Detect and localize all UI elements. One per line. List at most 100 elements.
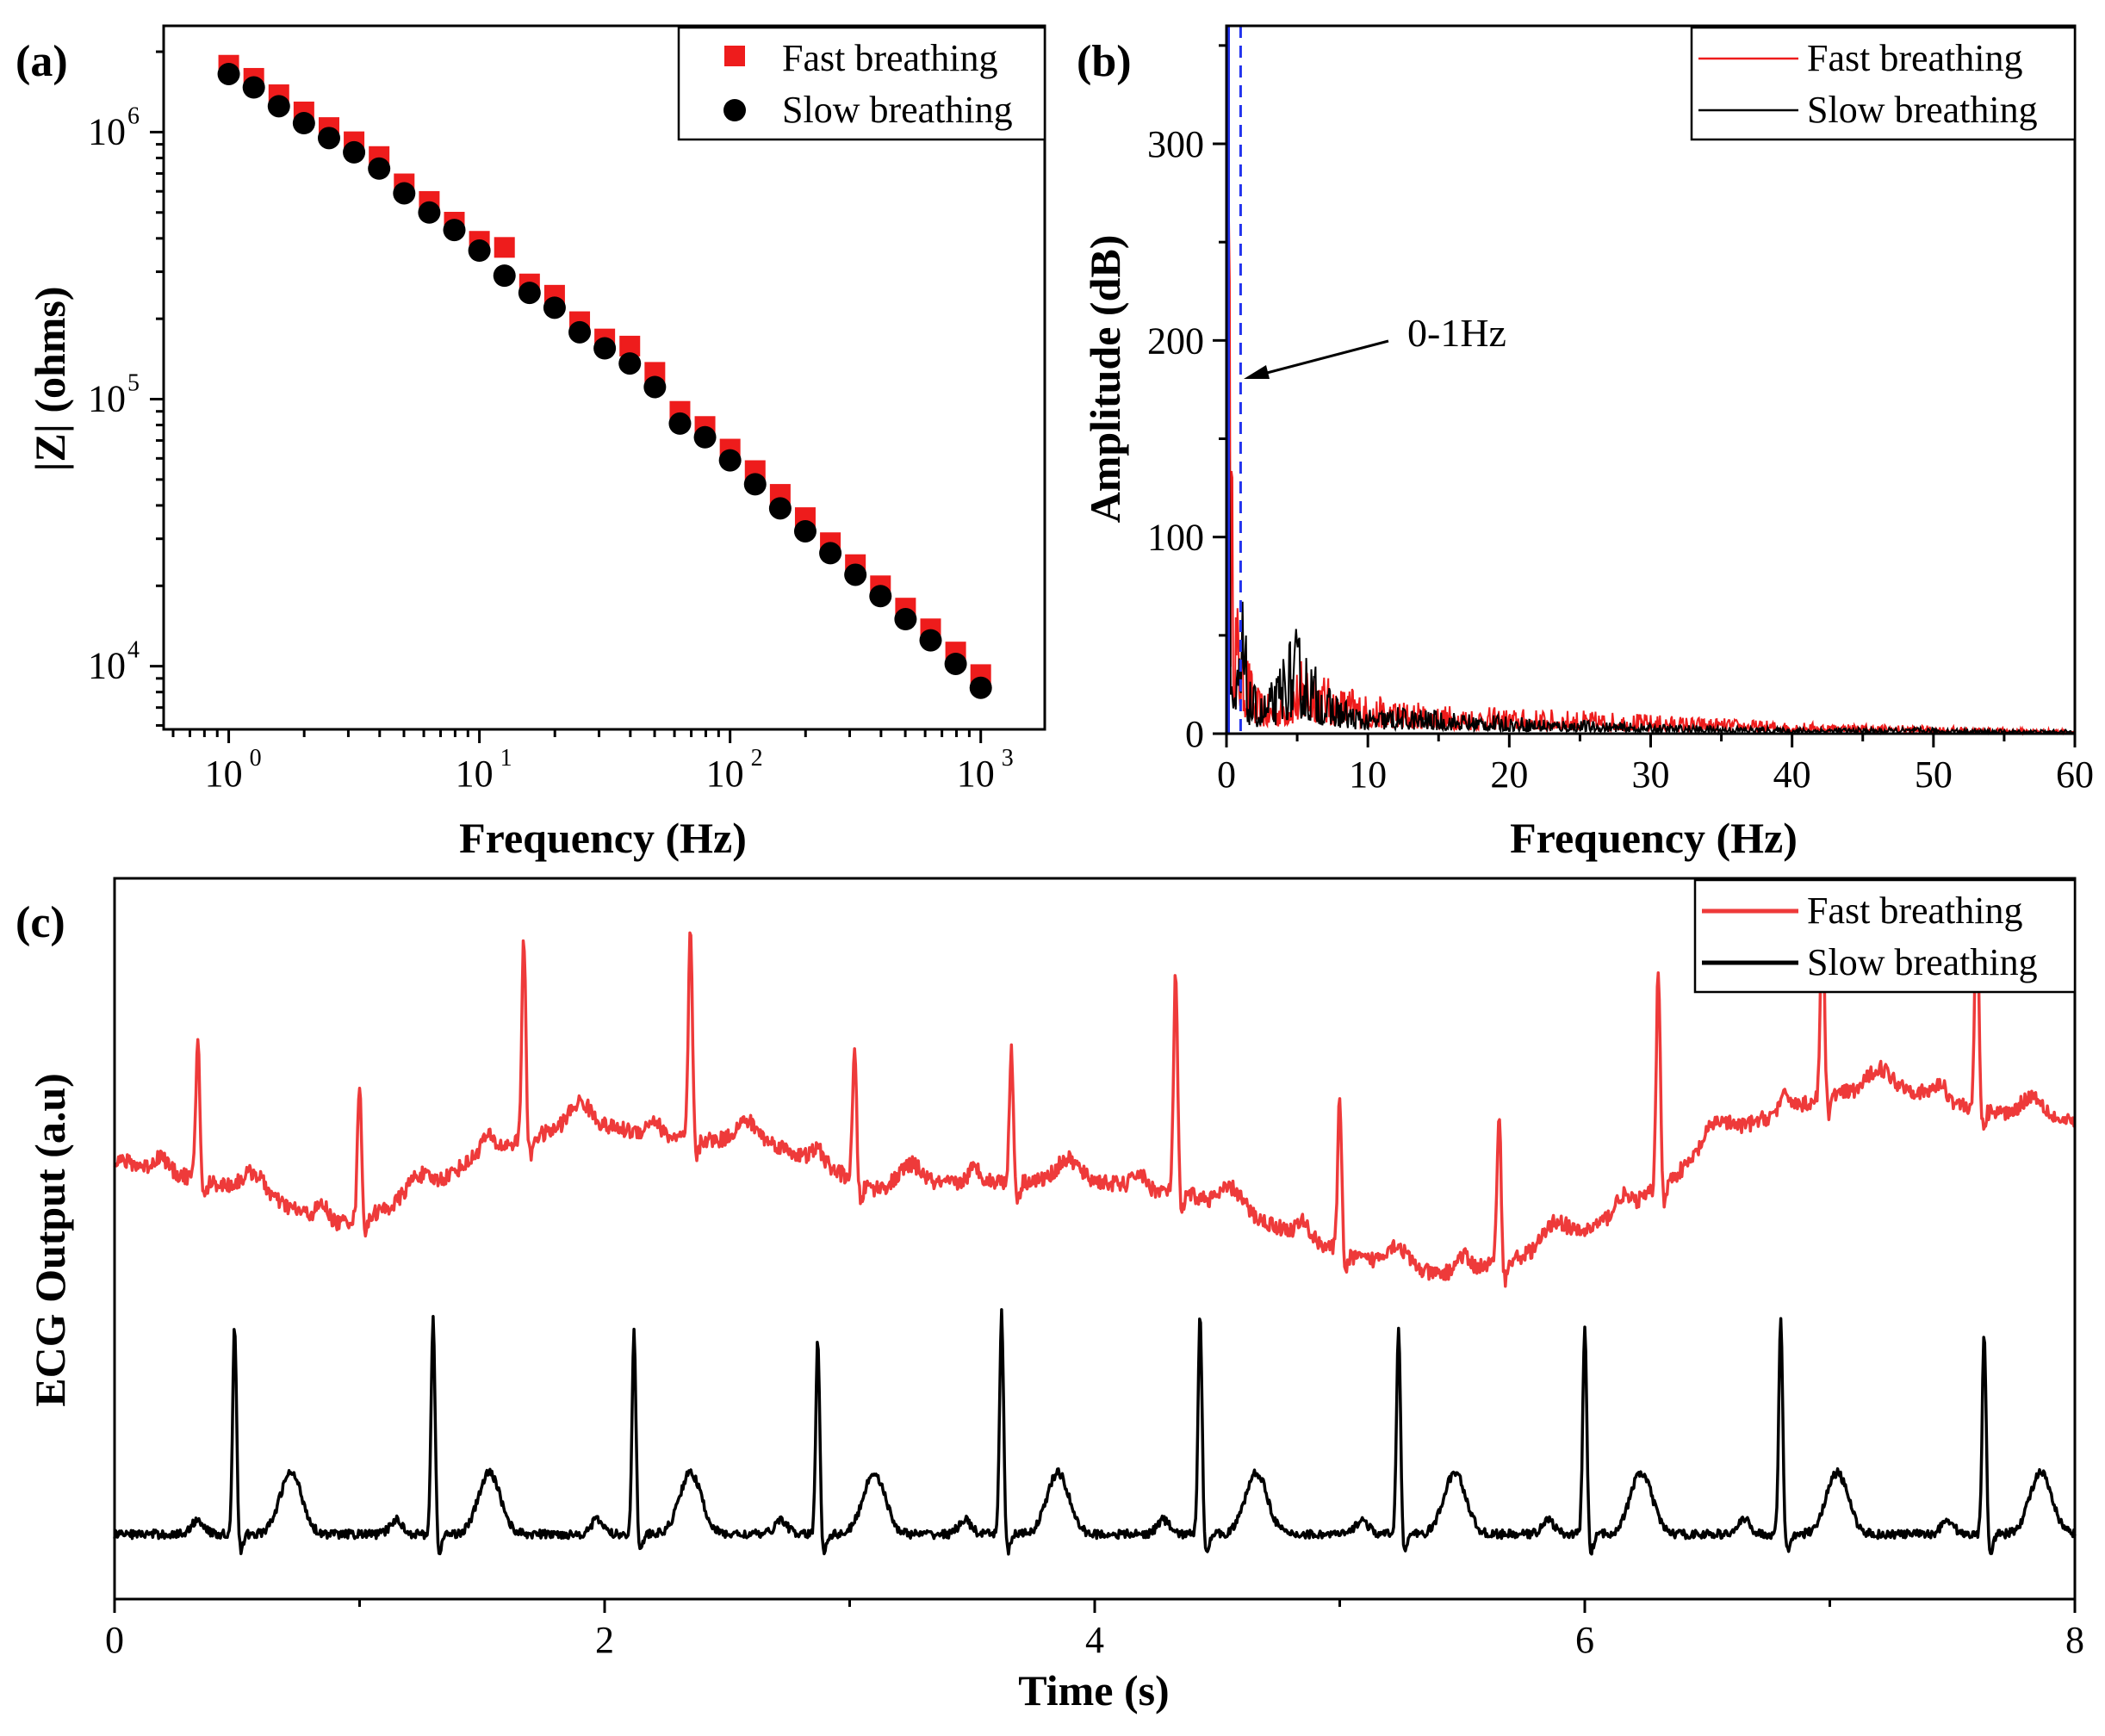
panel-c-legend-box — [1693, 878, 2077, 994]
impedance-point-slow — [743, 473, 767, 496]
panel-b-x-tick-label: 40 — [1773, 753, 1811, 796]
impedance-point-slow — [969, 676, 992, 699]
panel-b-annotation-label: 0-1Hz — [1407, 311, 1506, 355]
panel-b-x-tick-label: 0 — [1217, 753, 1236, 796]
panel-a-y-tick-exponent: 5 — [127, 370, 140, 397]
impedance-point-slow — [568, 320, 592, 344]
panel-a-legend-slow-label: Slow breathing — [782, 89, 1013, 131]
impedance-point-slow — [443, 219, 466, 242]
panel-b-y-tick-label: 0 — [1185, 713, 1204, 755]
panel-c-x-tick-label: 2 — [595, 1619, 614, 1661]
impedance-point-slow — [217, 62, 240, 85]
impedance-point-slow — [668, 412, 692, 435]
panel-a-legend: Fast breathing Slow breathing — [677, 26, 1046, 141]
panel-a-x-tick-exponent: 1 — [500, 745, 512, 772]
panel-a-y-tick-label: 10 — [88, 378, 126, 420]
impedance-point-slow — [292, 112, 315, 135]
panel-c-x-tick-label: 8 — [2065, 1619, 2084, 1661]
panel-b-x-tick-label: 50 — [1915, 753, 1953, 796]
panel-c-lines — [113, 896, 2077, 1556]
panel-a-y-tick-label: 10 — [88, 110, 126, 152]
panel-b-y-tick-label: 200 — [1147, 319, 1204, 362]
panel-a-x-tick-label: 10 — [706, 753, 744, 795]
panel-b-ylabel: Amplitude (dB) — [1081, 235, 1129, 524]
panel-a-y-tick-exponent: 4 — [127, 637, 140, 664]
panel-b-legend-slow-label: Slow breathing — [1807, 89, 2038, 131]
impedance-point-slow — [242, 76, 265, 99]
impedance-point-slow — [468, 239, 491, 263]
impedance-point-slow — [643, 375, 667, 399]
impedance-point-slow — [894, 608, 917, 631]
impedance-point-slow — [343, 140, 366, 164]
impedance-point-slow — [944, 652, 967, 675]
panel-b-annotation-arrow — [1250, 339, 1389, 379]
spectrum-line-fast — [1226, 25, 2075, 736]
panel-c-legend-fast-label: Fast breathing — [1807, 890, 2023, 932]
impedance-point-slow — [418, 201, 441, 224]
panel-b-ticks: 0 10 20 30 40 50 60 0 100 200 300 — [1147, 44, 2094, 796]
panel-b-label: (b) — [1077, 37, 1132, 86]
ecg-trace-fast — [113, 896, 2077, 1288]
impedance-point-slow — [493, 264, 516, 288]
panel-a-xlabel: Frequency (Hz) — [459, 814, 747, 862]
panel-b-x-tick-label: 10 — [1349, 753, 1387, 796]
panel-c-x-tick-label: 4 — [1085, 1619, 1104, 1661]
panel-a-ylabel: |Z| (ohms) — [26, 286, 74, 471]
ecg-trace-slow — [113, 1308, 2077, 1556]
impedance-point-slow — [368, 157, 391, 180]
panel-c-x-tick-label: 0 — [105, 1619, 124, 1661]
impedance-point-slow — [267, 95, 290, 118]
impedance-point-slow — [844, 563, 867, 586]
panel-c-legend-slow-label: Slow breathing — [1807, 941, 2038, 983]
impedance-point-slow — [819, 542, 842, 565]
panel-b-legend-box — [1690, 26, 2077, 141]
impedance-point-slow — [693, 425, 717, 449]
impedance-point-slow — [919, 629, 942, 652]
panel-a-y-tick-label: 10 — [88, 645, 126, 687]
panel-a-x-tick-exponent: 0 — [250, 745, 262, 772]
panel-c-ticks: 0 2 4 6 8 — [105, 1599, 2084, 1661]
panel-c: (c) 0 2 4 6 8 Time (s) ECG Output (a.u) Fast… — [16, 877, 2084, 1714]
panel-a-x-tick-label: 10 — [205, 753, 243, 795]
panel-b-x-tick-label: 30 — [1632, 753, 1670, 796]
impedance-point-slow — [518, 282, 541, 305]
impedance-point-slow — [869, 585, 892, 608]
panel-b-legend: Fast breathing Slow breathing — [1690, 26, 2077, 141]
panel-a-x-tick-label: 10 — [957, 753, 995, 795]
impedance-point-slow — [793, 519, 817, 542]
panel-b-x-tick-label: 60 — [2056, 753, 2094, 796]
panel-a-y-tick-exponent: 6 — [127, 102, 140, 129]
panel-a-legend-fast-marker — [724, 46, 745, 66]
panel-b-legend-fast-label: Fast breathing — [1807, 37, 2023, 79]
panel-b-annotation-arrowhead — [1244, 365, 1270, 379]
panel-c-xlabel: Time (s) — [1018, 1666, 1169, 1714]
panel-c-legend: Fast breathing Slow breathing — [1693, 878, 2077, 994]
panel-b: (b) 0 10 20 30 40 50 60 0 100 200 300 0-1Hz Freque… — [1077, 24, 2094, 862]
impedance-point-slow — [543, 296, 566, 319]
panel-c-label: (c) — [16, 898, 65, 947]
panel-a-x-tick-exponent: 2 — [751, 745, 763, 772]
spectrum-line-slow — [1226, 25, 2075, 736]
panel-c-ylabel: ECG Output (a.u) — [26, 1073, 74, 1407]
panel-b-y-tick-label: 300 — [1147, 123, 1204, 165]
panel-a-legend-slow-marker — [723, 99, 746, 121]
panel-a-x-tick-label: 10 — [456, 753, 494, 795]
impedance-point-slow — [393, 182, 416, 205]
panel-a-legend-fast-label: Fast breathing — [782, 37, 998, 79]
impedance-point-slow — [618, 352, 642, 375]
impedance-point-slow — [317, 127, 340, 150]
panel-c-x-tick-label: 6 — [1575, 1619, 1594, 1661]
impedance-point-slow — [718, 449, 742, 472]
panel-a-frame — [162, 24, 1046, 731]
impedance-point-slow — [593, 337, 617, 360]
impedance-point-slow — [768, 497, 792, 520]
panel-a-label: (a) — [16, 37, 68, 86]
panel-b-lines — [1226, 25, 2075, 736]
panel-b-y-tick-label: 100 — [1147, 517, 1204, 559]
panel-b-xlabel: Frequency (Hz) — [1510, 814, 1798, 862]
panel-a-marks — [217, 54, 992, 699]
